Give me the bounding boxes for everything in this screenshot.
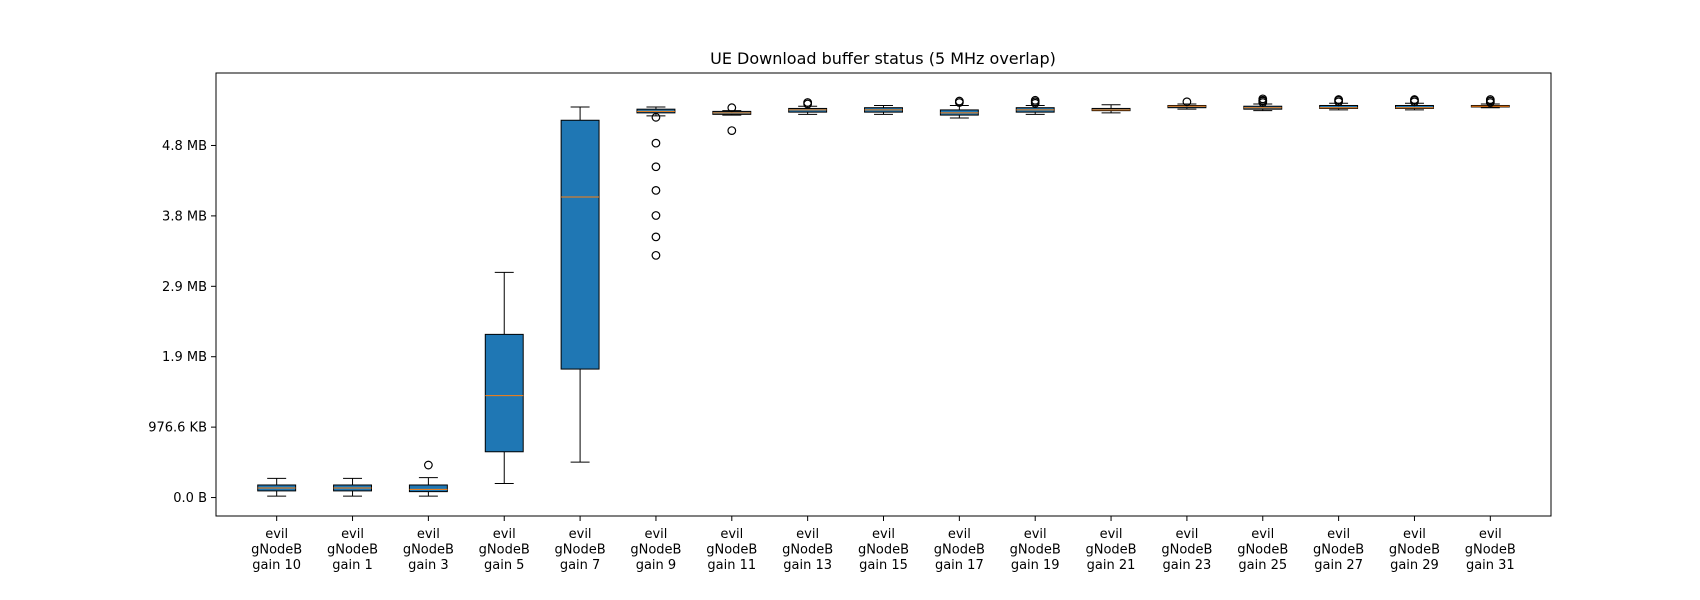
- outlier-point: [651, 112, 661, 122]
- outlier-point: [423, 460, 433, 470]
- outlier-point: [803, 98, 813, 107]
- x-tick-label: evil gNodeB gain 23: [1161, 527, 1212, 573]
- y-tick-label: 4.8 MB: [162, 139, 207, 154]
- x-tick-label: evil gNodeB gain 15: [858, 527, 909, 573]
- y-tick-label: 2.9 MB: [162, 280, 207, 295]
- outlier-point: [954, 96, 964, 106]
- box-group: [1319, 95, 1359, 111]
- y-tick-label: 976.6 KB: [148, 421, 207, 436]
- outlier-point: [1485, 95, 1495, 104]
- box-iqr: [484, 333, 524, 453]
- outlier-point: [651, 232, 661, 242]
- outlier-point: [1258, 94, 1268, 104]
- box-group: [864, 104, 903, 115]
- outlier-point: [651, 138, 661, 148]
- chart-title: UE Download buffer status (5 MHz overlap…: [710, 49, 1056, 68]
- outlier-point: [651, 250, 661, 260]
- outlier-point: [1182, 97, 1192, 107]
- box-group: [788, 98, 828, 115]
- x-tick-label: evil gNodeB gain 10: [251, 527, 302, 573]
- x-tick-label: evil gNodeB gain 31: [1465, 527, 1516, 573]
- box-group: [560, 106, 600, 463]
- boxes-layer: [257, 94, 1510, 497]
- box-group: [636, 106, 676, 260]
- box-iqr: [560, 119, 600, 370]
- outlier-point: [727, 126, 737, 135]
- outlier-point: [651, 162, 661, 172]
- box-group: [1470, 95, 1510, 109]
- box-iqr: [408, 484, 448, 493]
- x-tick-label: evil gNodeB gain 21: [1086, 527, 1137, 573]
- x-tick-label: evil gNodeB gain 3: [403, 527, 454, 573]
- box-group: [1167, 97, 1207, 110]
- outlier-point: [1410, 95, 1419, 104]
- outlier-point: [727, 103, 737, 113]
- x-tick-label: evil gNodeB gain 19: [1010, 527, 1061, 573]
- x-tick-label: evil gNodeB gain 17: [934, 527, 985, 573]
- outlier-point: [1030, 95, 1040, 105]
- x-tick-label: evil gNodeB gain 27: [1313, 527, 1364, 573]
- box-group: [1395, 95, 1434, 111]
- ticks-layer: 0.0 B 976.6 KB 1.9 MB 2.9 MB 3.8 MB 4.8 MB evi…: [148, 139, 1516, 573]
- box-group: [484, 271, 524, 485]
- x-tick-label: evil gNodeB gain 5: [479, 527, 530, 573]
- outlier-point: [651, 185, 661, 195]
- box-group: [333, 477, 372, 497]
- box-group: [408, 460, 448, 497]
- plot-area-frame: [215, 72, 1552, 517]
- x-tick-label: evil gNodeB gain 9: [630, 527, 681, 573]
- x-tick-label: evil gNodeB gain 7: [555, 527, 606, 573]
- outlier-point: [1334, 95, 1344, 104]
- x-tick-label: evil gNodeB gain 1: [327, 527, 378, 573]
- x-tick-label: evil gNodeB gain 11: [706, 527, 757, 573]
- x-tick-label: evil gNodeB gain 29: [1389, 527, 1440, 573]
- box-group: [712, 103, 752, 135]
- box-group: [1243, 94, 1283, 112]
- y-tick-label: 1.9 MB: [162, 350, 207, 365]
- y-tick-label: 3.8 MB: [162, 209, 207, 224]
- y-tick-label: 0.0 B: [173, 491, 207, 506]
- x-tick-label: evil gNodeB gain 13: [782, 527, 833, 573]
- x-tick-label: evil gNodeB gain 25: [1237, 527, 1288, 573]
- outlier-point: [651, 211, 661, 220]
- box-group: [1015, 95, 1055, 115]
- box-group: [257, 477, 297, 497]
- box-group: [1091, 104, 1131, 114]
- box-group: [939, 96, 979, 119]
